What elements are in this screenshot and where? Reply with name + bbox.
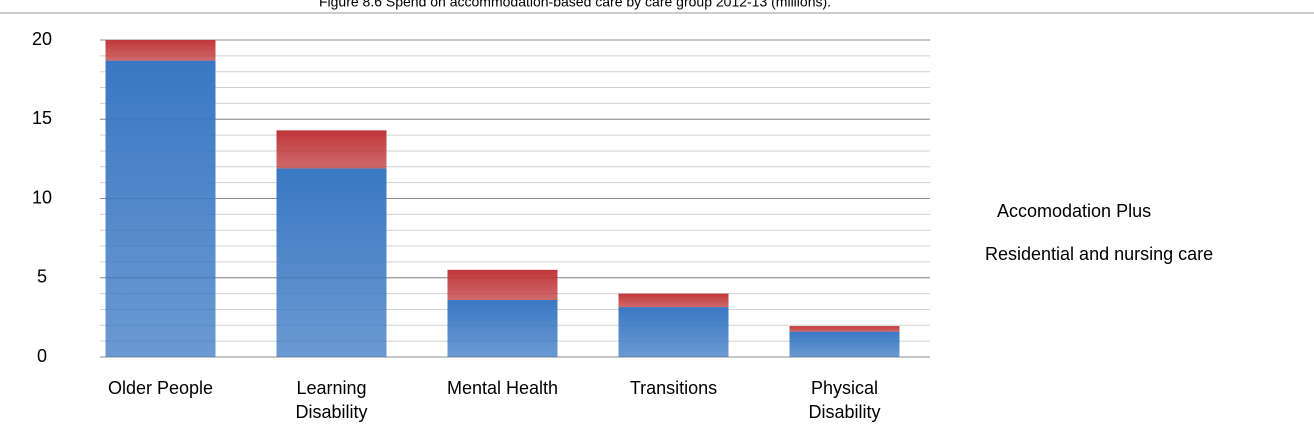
y-tick-label: 0 xyxy=(37,346,47,366)
legend-label: Accomodation Plus xyxy=(997,201,1151,221)
legend-label: Residential and nursing care xyxy=(985,244,1213,264)
y-tick-label: 10 xyxy=(32,187,52,207)
bar-segment xyxy=(447,269,558,300)
bar-segment xyxy=(276,130,387,169)
chart-title: Figure 8.6 Spend on accommodation-based … xyxy=(319,0,831,10)
x-tick-label: Physical Disability xyxy=(808,378,881,422)
bar-segment xyxy=(618,293,729,308)
bar-segment xyxy=(276,168,387,357)
y-tick-label: 15 xyxy=(32,108,52,128)
x-tick-label: Transitions xyxy=(629,378,718,398)
bar-segment xyxy=(789,331,900,357)
y-tick-label: 5 xyxy=(37,267,47,287)
x-tick-label: Older People xyxy=(107,378,214,398)
bar-segment xyxy=(105,40,216,61)
x-tick-label: Learning Disability xyxy=(295,378,368,422)
y-tick-label: 20 xyxy=(32,29,52,49)
bar-segment xyxy=(105,60,216,357)
bar-segment xyxy=(618,307,729,357)
bar-segment xyxy=(447,299,558,357)
bar-segment xyxy=(789,326,900,332)
x-tick-label: Mental Health xyxy=(446,378,559,398)
